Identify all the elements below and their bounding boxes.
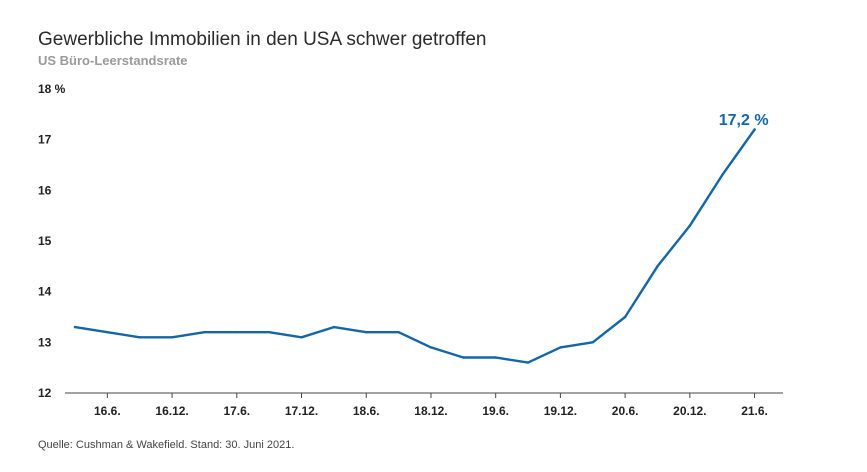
data-point: [526, 361, 530, 364]
x-tick-label: 18.12.: [414, 404, 447, 418]
y-tick-label: 13: [38, 335, 52, 349]
data-point: [591, 341, 594, 344]
data-point: [721, 173, 724, 177]
source-note: Quelle: Cushman & Wakefield. Stand: 30. …: [38, 439, 295, 451]
y-tick-label: 12: [38, 386, 52, 400]
data-point: [170, 336, 174, 339]
data-point: [397, 331, 400, 334]
x-tick-label: 16.6.: [94, 404, 121, 418]
data-point: [138, 336, 141, 339]
x-tick-label: 17.6.: [223, 404, 250, 418]
data-point: [300, 336, 303, 339]
data-point: [429, 346, 433, 349]
x-tick-label: 17.12.: [285, 404, 318, 418]
x-tick-label: 18.6.: [353, 404, 380, 418]
y-tick-label-top: 18 %: [38, 82, 66, 96]
data-point: [623, 315, 627, 319]
chart-title: Gewerbliche Immobilien in den USA schwer…: [38, 29, 487, 50]
y-tick-label: 17: [38, 133, 52, 147]
data-point: [753, 128, 756, 131]
x-tick-label: 16.12.: [155, 404, 188, 418]
data-point: [462, 356, 465, 359]
y-tick-label: 16: [38, 183, 52, 197]
x-tick-label: 21.6.: [741, 404, 768, 418]
x-tick-label: 19.6.: [482, 404, 509, 418]
last-value-label: 17,2 %: [719, 112, 769, 129]
data-point: [559, 346, 562, 349]
data-point: [203, 331, 206, 334]
data-point: [656, 265, 659, 268]
data-point: [688, 224, 691, 227]
x-tick-label: 20.12.: [673, 404, 706, 418]
data-point: [106, 331, 109, 334]
data-point: [73, 325, 77, 329]
data-point: [332, 325, 336, 329]
data-point: [268, 331, 271, 334]
y-tick-label: 15: [38, 234, 52, 248]
data-point: [365, 331, 368, 334]
data-point: [494, 356, 497, 359]
series-line: [73, 128, 756, 364]
y-tick-label: 14: [38, 285, 52, 299]
data-point: [235, 331, 238, 334]
x-tick-label: 19.12.: [544, 404, 577, 418]
x-tick-label: 20.6.: [612, 404, 639, 418]
chart-subtitle: US Büro-Leerstandsrate: [38, 53, 188, 68]
